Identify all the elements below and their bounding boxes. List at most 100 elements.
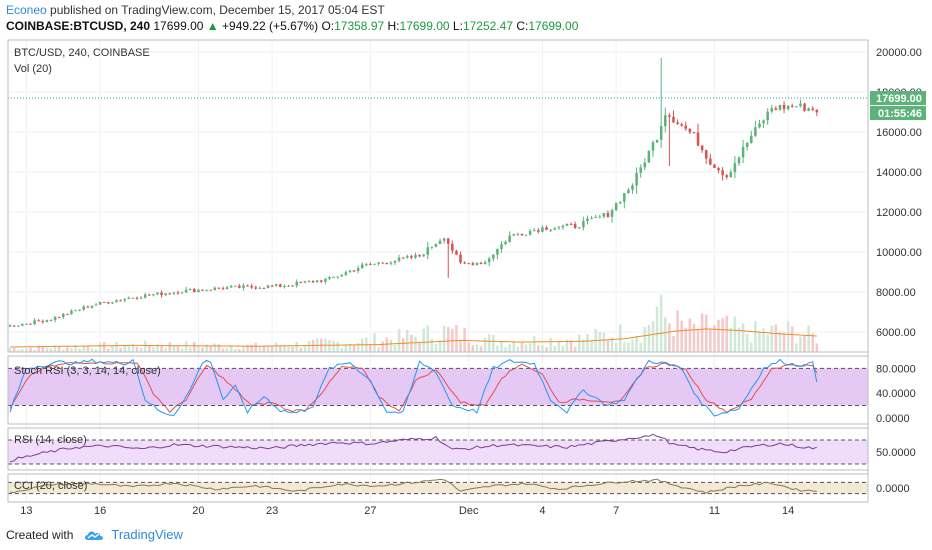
volume-bar	[164, 347, 167, 352]
cci-title: CCI (20, close)	[14, 480, 87, 492]
volume-bar	[582, 339, 585, 352]
volume-bar	[246, 344, 249, 352]
created-with-text: Created with	[6, 527, 74, 542]
volume-bar	[221, 348, 225, 352]
candle-body	[401, 257, 405, 259]
volume-bar	[127, 344, 131, 352]
candle-body	[389, 262, 393, 264]
tradingview-cloud-icon	[85, 530, 104, 540]
volume-bar	[479, 346, 483, 352]
candle-body	[360, 264, 364, 269]
candle-body	[258, 287, 262, 289]
volume-bar	[254, 342, 258, 352]
stoch-tick-label: 0.0000	[876, 413, 910, 425]
candle-body	[528, 231, 532, 235]
volume-bar	[98, 342, 102, 352]
volume-bar	[156, 344, 159, 352]
candle-body	[336, 276, 339, 278]
volume-bar	[651, 321, 655, 352]
candle-body	[422, 254, 425, 257]
candle-body	[156, 292, 159, 295]
candle-body	[78, 309, 81, 311]
candle-body	[229, 286, 233, 288]
candle-body	[750, 135, 753, 143]
volume-bar	[49, 348, 53, 352]
candle-body	[365, 264, 368, 266]
candle-body	[553, 228, 556, 230]
candle-body	[455, 250, 458, 255]
volume-bar	[209, 346, 212, 352]
low-label: L:	[452, 19, 463, 33]
candle-body	[74, 310, 77, 312]
candle-body	[451, 243, 454, 251]
candle-body	[643, 162, 647, 168]
candle-body	[217, 287, 221, 289]
volume-bar	[807, 325, 810, 352]
candle-body	[610, 210, 614, 217]
candle-body	[123, 298, 126, 301]
volume-bar	[234, 348, 237, 352]
candle-body	[651, 142, 655, 151]
volume-bar	[86, 346, 90, 352]
volume-bar	[635, 335, 638, 352]
candle-body	[614, 203, 618, 211]
volume-bar	[16, 349, 20, 352]
time-axis[interactable]: 13 16 20 23 27 Dec 4 7 11 14	[20, 505, 794, 517]
candle-body	[430, 246, 434, 248]
volume-bar	[434, 343, 438, 352]
candle-body	[737, 157, 741, 164]
volume-bar	[815, 343, 819, 352]
volume-bar	[774, 324, 778, 352]
candlestick-series	[8, 58, 868, 328]
candle-body	[291, 285, 294, 287]
volume-bar	[627, 342, 630, 352]
volume-bar	[467, 342, 470, 352]
candle-body	[287, 285, 290, 287]
candle-body	[782, 104, 786, 110]
volume-bar	[348, 343, 352, 352]
candle-body	[733, 163, 737, 173]
time-tick-label: 11	[709, 505, 720, 517]
ohlc-header: COINBASE:BTCUSD, 240 17699.00 ▲ +949.22 …	[6, 19, 578, 33]
volume-bar	[266, 345, 270, 352]
candle-body	[565, 223, 569, 226]
chart-canvas[interactable]: 20000.0018000.0016000.0014000.0012000.00…	[0, 0, 932, 520]
candle-body	[90, 305, 94, 308]
candle-body	[602, 213, 606, 217]
candle-body	[111, 302, 114, 304]
tradingview-brand-link[interactable]: TradingView	[111, 527, 183, 542]
candle-body	[172, 292, 176, 294]
price-axis[interactable]: 20000.0018000.0016000.0014000.0012000.00…	[870, 47, 926, 495]
candle-body	[41, 321, 45, 323]
candle-body	[213, 287, 217, 290]
candle-body	[29, 323, 32, 325]
candle-body	[176, 292, 180, 294]
candle-body	[242, 285, 245, 288]
volume-bar	[21, 349, 24, 352]
volume-bar	[442, 325, 446, 352]
volume-bar	[647, 324, 651, 352]
volume-bar	[307, 341, 311, 352]
volume-bar	[152, 346, 155, 352]
candle-body	[393, 260, 397, 263]
price-tick-label: 14000.00	[876, 167, 922, 179]
volume-bar	[553, 345, 556, 352]
volume-bar	[741, 323, 745, 352]
volume-bar	[614, 343, 618, 352]
candle-body	[225, 287, 229, 290]
volume-bar	[115, 341, 118, 352]
candle-body	[127, 297, 131, 299]
volume-bars	[8, 294, 819, 352]
volume-bar	[131, 343, 135, 352]
candle-body	[119, 300, 122, 302]
price-label: 17699.00	[153, 19, 204, 33]
volume-bar	[545, 347, 548, 352]
volume-bar	[340, 347, 344, 352]
author-link[interactable]: Econeo	[6, 3, 47, 17]
pane-frame-main	[7, 39, 869, 353]
publish-text: published on TradingView.com, December 1…	[50, 3, 385, 17]
candle-body	[532, 230, 536, 232]
candle-body	[500, 244, 503, 249]
volume-bar	[438, 340, 442, 352]
volume-bar	[74, 345, 77, 352]
